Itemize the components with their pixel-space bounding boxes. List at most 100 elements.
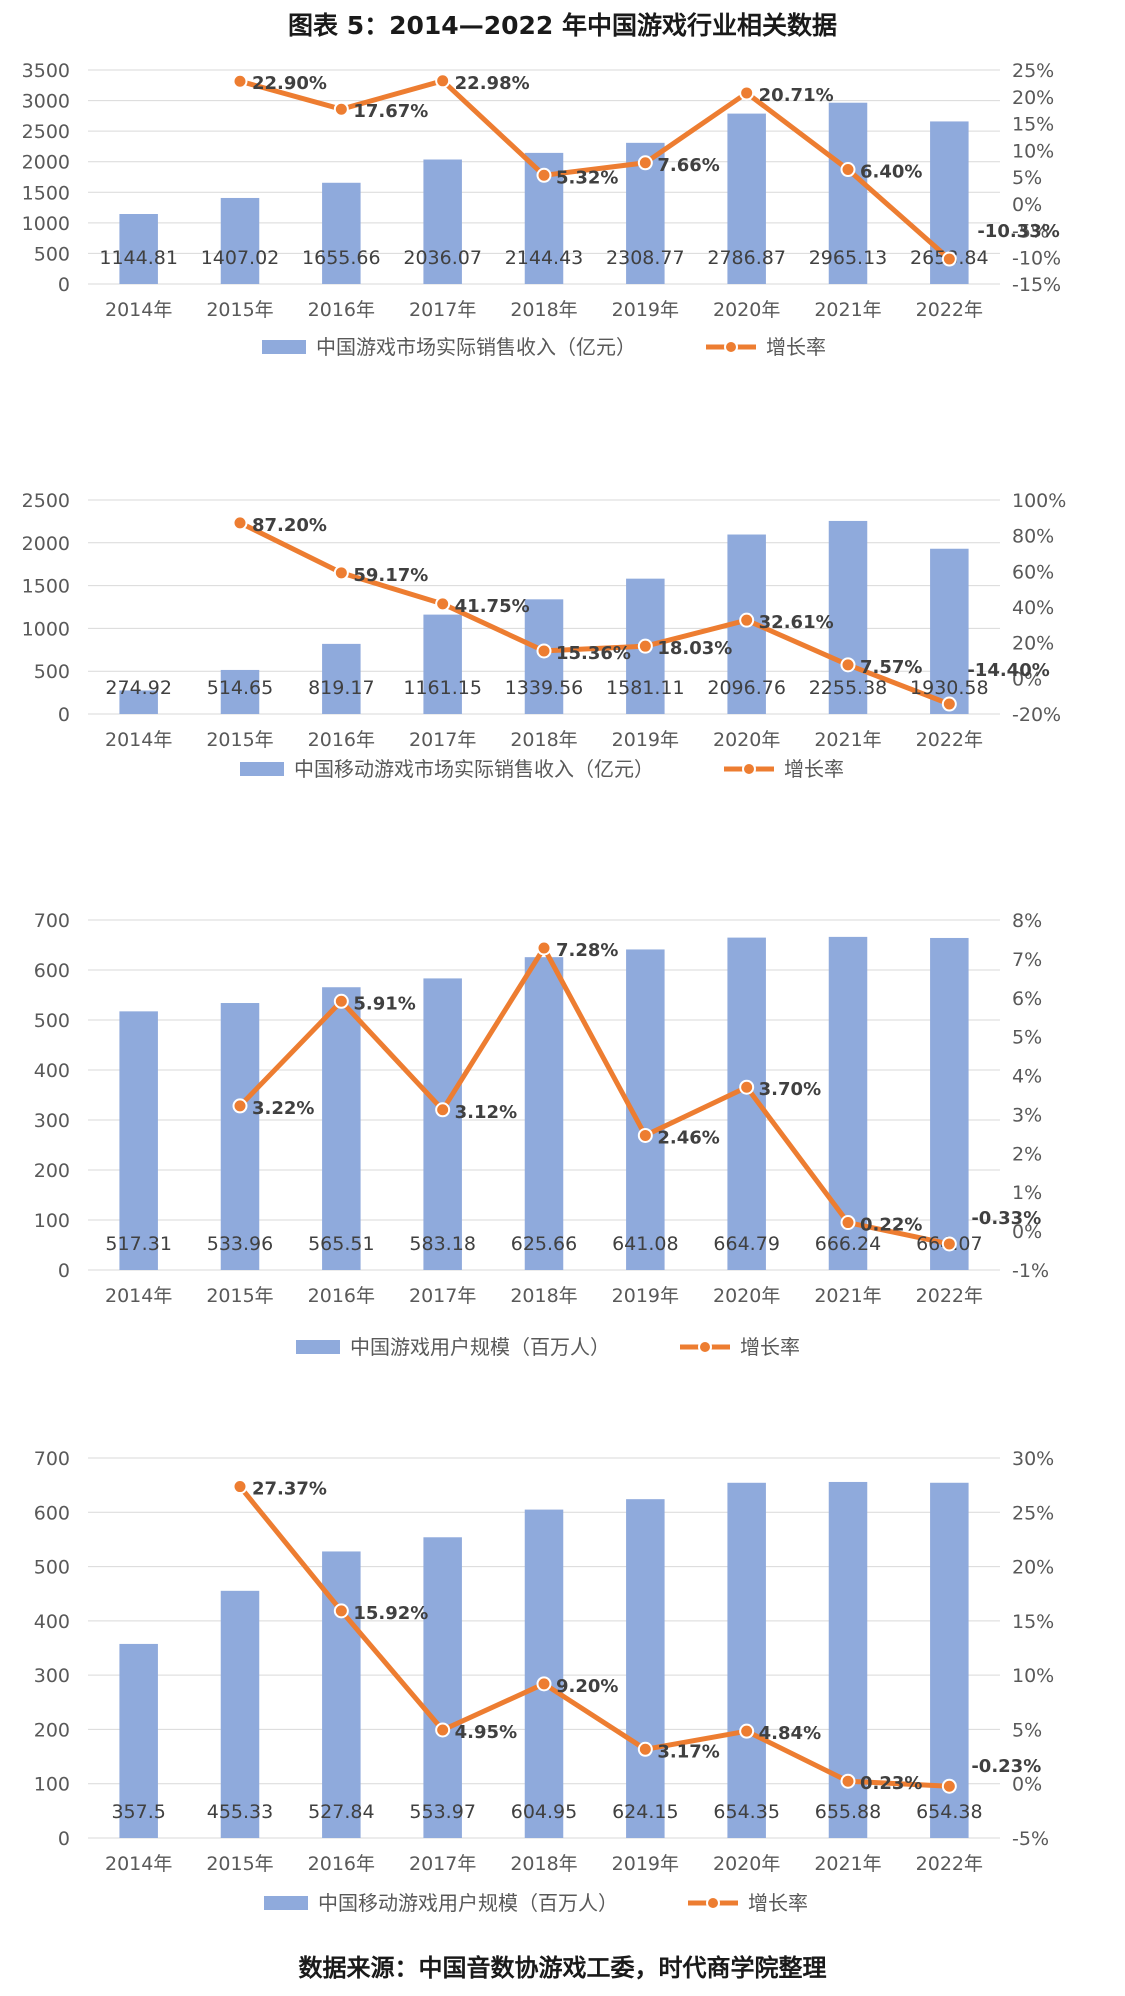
y2-tick-label: 25% [1012,62,1054,82]
growth-value-label: 22.90% [252,73,327,94]
growth-value-label: 87.20% [252,515,327,536]
y2-tick-label: -1% [1012,1260,1049,1282]
bar-value-label: 604.95 [511,1801,577,1823]
bar [930,937,969,1270]
growth-point [941,251,957,267]
x-tick-label: 2017年 [409,1853,476,1875]
bar [322,182,361,284]
x-tick-label: 2014年 [105,1853,172,1875]
bar [828,936,868,1270]
y-tick-label: 300 [34,1665,70,1687]
x-tick-label: 2020年 [713,1285,780,1307]
bar-value-label: 2308.77 [606,247,685,269]
bar-value-label: 1930.58 [910,677,989,699]
y-tick-label: 700 [34,910,70,932]
bar-value-label: 565.51 [308,1233,374,1255]
bar [727,1482,766,1838]
growth-point [637,638,653,654]
legend-bar-label: 中国游戏市场实际销售收入（亿元） [316,335,636,359]
bar [220,1590,260,1838]
growth-value-label: 0.22% [860,1215,922,1236]
growth-value-label: 4.95% [455,1722,517,1743]
bar [828,102,868,284]
y-tick-label: 1500 [22,182,70,204]
figure-title: 图表 5：2014—2022 年中国游戏行业相关数据 [288,11,837,40]
growth-point [941,1778,957,1794]
growth-point [840,657,856,673]
y-tick-label: 0 [58,1260,70,1282]
x-tick-label: 2018年 [510,729,577,751]
y2-tick-label: 3% [1012,1104,1042,1126]
y-tick-label: 600 [34,1502,70,1524]
growth-value-label: -0.23% [971,1756,1041,1777]
x-tick-label: 2016年 [308,729,375,751]
growth-value-label: 15.36% [556,643,631,664]
x-tick-label: 2021年 [814,1853,881,1875]
bar-value-label: 664.79 [713,1233,779,1255]
growth-point [637,155,653,171]
growth-point [637,1127,653,1143]
y2-tick-label: 7% [1012,949,1042,971]
y-tick-label: 300 [34,1110,70,1132]
y2-tick-label: 8% [1012,910,1042,932]
growth-value-label: 17.67% [353,101,428,122]
chart-svg-mobile-revenue: 0 500 1000 1500 2000 2500 -20% 0% 20% 40% 60% 80% 10… [22,490,1067,781]
y-tick-label: 0 [58,274,70,296]
legend-line-marker [698,1340,712,1354]
growth-value-label: 6.40% [860,162,922,183]
y2-tick-label: 100% [1012,490,1066,512]
growth-point [536,1676,552,1692]
growth-point [536,940,552,956]
y-tick-label: 0 [58,704,70,726]
bar-value-label: 1581.11 [606,677,685,699]
x-tick-label: 2022年 [916,1285,983,1307]
growth-point [739,85,755,101]
x-tick-label: 2016年 [308,1285,375,1307]
bar-value-label: 624.15 [612,1801,678,1823]
x-tick-label: 2017年 [409,729,476,751]
bar [423,978,462,1270]
bar [119,1643,158,1838]
y2-tick-label: -15% [1012,274,1061,296]
growth-point [536,167,552,183]
y2-tick-label: 1% [1012,1182,1042,1204]
y-tick-label: 200 [34,1160,70,1182]
legend-bar-label: 中国移动游戏市场实际销售收入（亿元） [294,757,654,781]
growth-value-label: -14.40% [967,660,1049,681]
growth-point [739,1723,755,1739]
bar-value-label: 654.38 [916,1801,982,1823]
bar [220,197,260,284]
y2-tick-label: 6% [1012,988,1042,1010]
chart-svg-game-users: 0 100 200 300 400 500 600 700 -1% 0% 1% 2% 3% 4% 5% 6% 7… [34,910,1049,1359]
growth-point [840,162,856,178]
x-tick-label: 2017年 [409,1285,476,1307]
bar [828,520,868,714]
bar-value-label: 357.5 [111,1801,165,1823]
growth-point [232,1098,248,1114]
x-tick-label: 2020年 [713,729,780,751]
bar-value-label: 514.65 [207,677,273,699]
bar [119,690,158,714]
x-tick-label: 2015年 [206,1285,273,1307]
legend-line-label: 增长率 [784,757,844,781]
growth-line [238,520,951,707]
growth-value-label: 7.28% [556,940,618,961]
bar-value-label: 1161.15 [403,677,482,699]
y2-tick-label: 10% [1012,1665,1054,1687]
bar-value-label: 553.97 [409,1801,475,1823]
y2-tick-label: 10% [1012,140,1054,162]
y-tick-label: 1000 [22,213,70,235]
growth-point [232,515,248,531]
bar [322,643,361,714]
growth-point [536,643,552,659]
growth-value-label: 5.91% [353,993,415,1014]
y2-tick-label: 30% [1012,1448,1054,1470]
y-tick-label: 600 [34,960,70,982]
growth-value-label: 59.17% [353,565,428,586]
x-tick-label: 2015年 [206,299,273,321]
y-tick-label: 500 [34,1557,70,1579]
x-tick-label: 2018年 [510,1853,577,1875]
bar [322,1551,361,1838]
y2-tick-label: -5% [1012,221,1049,243]
y2-tick-label: 15% [1012,1611,1054,1633]
